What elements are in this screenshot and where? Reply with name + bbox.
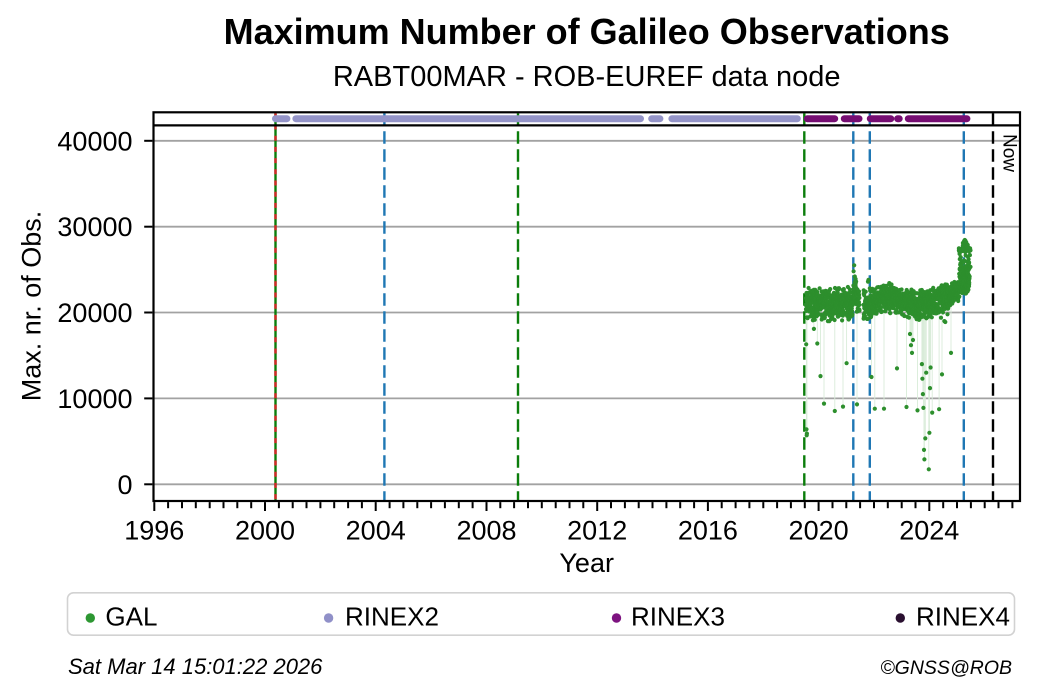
svg-text:RINEX2: RINEX2 — [345, 602, 439, 632]
svg-text:2000: 2000 — [235, 516, 295, 546]
svg-text:1996: 1996 — [124, 516, 184, 546]
svg-text:30000: 30000 — [57, 212, 132, 242]
svg-text:RABT00MAR - ROB-EUREF data nod: RABT00MAR - ROB-EUREF data node — [333, 61, 841, 93]
svg-text:Year: Year — [559, 548, 614, 578]
svg-text:20000: 20000 — [57, 298, 132, 328]
svg-text:2004: 2004 — [346, 516, 406, 546]
svg-text:RINEX4: RINEX4 — [916, 602, 1010, 632]
svg-text:2012: 2012 — [567, 516, 627, 546]
svg-text:40000: 40000 — [57, 126, 132, 156]
svg-text:Maximum Number of Galileo Obse: Maximum Number of Galileo Observations — [224, 11, 950, 52]
svg-text:©GNSS@ROB: ©GNSS@ROB — [880, 657, 1012, 679]
svg-text:10000: 10000 — [57, 384, 132, 414]
svg-text:2024: 2024 — [899, 516, 959, 546]
svg-text:2008: 2008 — [456, 516, 516, 546]
svg-text:RINEX3: RINEX3 — [631, 602, 725, 632]
svg-text:Sat Mar 14 15:01:22 2026: Sat Mar 14 15:01:22 2026 — [68, 654, 323, 679]
svg-text:Max. nr. of Obs.: Max. nr. of Obs. — [17, 211, 47, 402]
svg-text:2020: 2020 — [789, 516, 849, 546]
svg-text:0: 0 — [117, 470, 132, 500]
svg-text:Now: Now — [998, 134, 1019, 172]
svg-text:GAL: GAL — [105, 602, 157, 632]
svg-text:2016: 2016 — [678, 516, 738, 546]
